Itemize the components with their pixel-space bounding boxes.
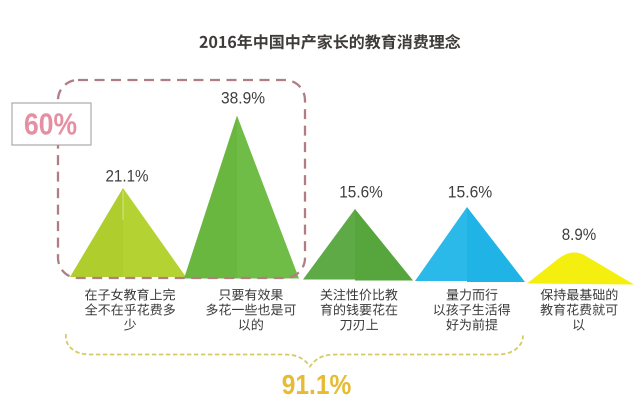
svg-text:60%: 60% bbox=[24, 107, 77, 142]
svg-text:15.6%: 15.6% bbox=[339, 183, 383, 202]
svg-text:8.9%: 8.9% bbox=[562, 225, 597, 244]
svg-text:21.1%: 21.1% bbox=[106, 167, 149, 186]
svg-text:38.9%: 38.9% bbox=[221, 89, 265, 108]
svg-text:91.1%: 91.1% bbox=[282, 369, 352, 400]
svg-text:15.6%: 15.6% bbox=[448, 183, 493, 202]
